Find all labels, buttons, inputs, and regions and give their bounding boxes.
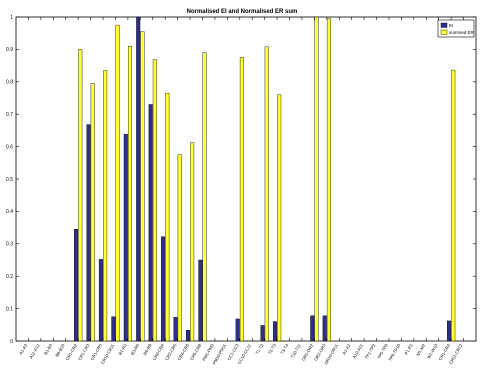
y-tick-label: 0.2: [6, 274, 13, 280]
bar-ei: [322, 315, 327, 342]
bar-summed-er: [127, 45, 132, 342]
y-tick-label: 0.6: [6, 144, 13, 150]
bar-summed-er: [152, 59, 157, 342]
x-tick-label: B1-B3: [43, 342, 53, 355]
y-tick-label: 1: [10, 15, 13, 21]
legend-swatch: [440, 22, 448, 28]
bar-ei: [123, 134, 128, 342]
bar-summed-er: [140, 31, 145, 342]
x-tick-label: T10-T11: [290, 342, 302, 359]
y-tick-label: 0.5: [6, 177, 13, 183]
bar-ei: [148, 104, 153, 342]
x-tick-label: T1-T2: [255, 342, 265, 355]
bar-summed-er: [202, 52, 207, 342]
x-tick-label: A1-A2: [341, 342, 351, 355]
x-tick-label: A1-A3: [18, 342, 28, 355]
y-tick-label: 0.7: [6, 112, 13, 118]
x-tick-label: W1-W10: [426, 342, 439, 359]
legend-swatch: [440, 29, 448, 35]
bar-summed-er: [78, 49, 83, 342]
y-tick-label: 0.1: [6, 306, 13, 312]
legend-label: summed ER: [449, 30, 475, 35]
y-tick-label: 0: [10, 339, 13, 345]
bar-ei: [198, 259, 203, 342]
bar-ei: [98, 259, 103, 342]
bar-ei: [260, 325, 265, 342]
x-tick-label: TP5-TP6: [376, 342, 389, 360]
x-tick-label: R6-R8: [142, 342, 153, 356]
y-tick-label: 0.8: [6, 80, 13, 86]
bar-summed-er: [115, 24, 120, 342]
plot-area: 0 0.1 0.2 0.3 0.4 0.5 0.6 0.7 0.8 0.9 1 A1-A3 A11-A1…: [6, 15, 477, 365]
bar-ei: [272, 321, 277, 342]
x-tick-label: B8-B10: [54, 342, 66, 357]
bar-summed-er: [264, 46, 269, 342]
bar-summed-er: [277, 94, 282, 342]
bar-summed-er: [165, 92, 170, 342]
y-tick-label: 0.9: [6, 47, 13, 53]
bar-ei: [111, 316, 116, 342]
legend: EI summed ER: [437, 19, 475, 38]
bar-summed-er: [451, 69, 456, 342]
x-tick-label: A11-A12: [28, 342, 41, 359]
bar-ei: [185, 330, 190, 342]
bar-summed-er: [103, 70, 108, 342]
bar-ei: [447, 320, 452, 342]
legend-label: EI: [449, 23, 453, 28]
bar-ei: [136, 16, 141, 342]
bar-ei: [161, 236, 166, 342]
y-tick-label: 0.3: [6, 242, 13, 248]
x-tick-label: P1-P2: [404, 342, 414, 355]
bar-summed-er: [326, 18, 331, 342]
bar-summed-er: [314, 16, 319, 342]
axes-box: [15, 16, 477, 342]
chart-title: Normalised EI and Normalised ER sum: [187, 9, 298, 15]
bar-summed-er: [239, 57, 244, 342]
x-tick-label: TP1-TP2: [364, 342, 377, 360]
bar-ei: [235, 318, 240, 342]
x-tick-label: T3-T4: [279, 342, 289, 355]
x-tick-label: R3-R5: [130, 342, 141, 356]
bar-summed-er: [177, 154, 182, 342]
bar-summed-er: [190, 142, 195, 342]
bar-ei: [310, 315, 315, 342]
x-tick-label: A10-A11: [352, 342, 365, 359]
x-tick-label: M1-M2: [415, 342, 426, 356]
bar-ei: [74, 229, 79, 342]
bar-ei: [173, 317, 178, 342]
bar-summed-er: [90, 83, 95, 342]
bar-ei: [86, 124, 91, 342]
x-tick-label: T2-T3: [267, 342, 277, 355]
x-tick-label: R1-R2: [117, 342, 128, 356]
y-tick-label: 0.4: [6, 209, 13, 215]
x-tick-label: TP8-TP10: [387, 342, 401, 362]
